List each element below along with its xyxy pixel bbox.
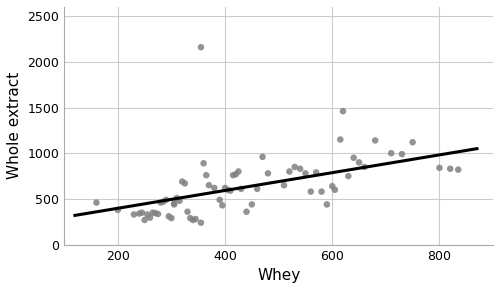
Point <box>184 209 192 214</box>
Point <box>210 186 218 190</box>
Point <box>290 165 298 169</box>
Point <box>218 203 226 208</box>
Point <box>286 169 294 174</box>
Point <box>328 184 336 189</box>
Point <box>138 210 146 215</box>
Point <box>229 173 237 177</box>
Point <box>350 155 358 160</box>
Point <box>197 220 205 225</box>
Point <box>186 216 194 220</box>
Point <box>360 165 368 169</box>
Point <box>242 209 250 214</box>
Point <box>114 208 122 212</box>
Point <box>398 152 406 156</box>
Point <box>312 170 320 175</box>
Point <box>154 212 162 216</box>
X-axis label: Whey: Whey <box>257 268 300 283</box>
Point <box>189 218 197 222</box>
Point <box>156 200 164 205</box>
Point <box>336 137 344 142</box>
Point <box>232 172 240 177</box>
Y-axis label: Whole extract: Whole extract <box>7 72 22 180</box>
Point <box>176 198 184 203</box>
Point <box>323 202 331 207</box>
Point <box>253 186 261 191</box>
Point <box>224 187 232 192</box>
Point <box>436 166 444 170</box>
Point <box>140 218 148 222</box>
Point <box>144 212 152 217</box>
Point <box>302 171 310 176</box>
Point <box>408 140 416 145</box>
Point <box>168 216 175 220</box>
Point <box>148 210 156 215</box>
Point <box>355 160 363 165</box>
Point <box>205 183 213 188</box>
Point <box>331 187 339 192</box>
Point <box>181 181 189 186</box>
Point <box>92 200 100 205</box>
Point <box>264 171 272 176</box>
Point <box>170 201 178 206</box>
Point <box>202 173 210 177</box>
Point <box>192 217 200 221</box>
Point <box>344 174 352 178</box>
Point <box>248 202 256 207</box>
Point <box>446 166 454 171</box>
Point <box>130 212 138 217</box>
Point <box>216 197 224 202</box>
Point <box>170 202 178 207</box>
Point <box>387 151 395 155</box>
Point <box>173 196 181 200</box>
Point <box>318 189 326 194</box>
Point <box>454 167 462 172</box>
Point <box>162 197 170 202</box>
Point <box>226 188 234 193</box>
Point <box>258 155 266 159</box>
Point <box>296 166 304 171</box>
Point <box>280 183 288 188</box>
Point <box>221 186 229 190</box>
Point <box>160 199 168 204</box>
Point <box>200 161 207 166</box>
Point <box>152 211 160 215</box>
Point <box>178 179 186 184</box>
Point <box>371 138 379 143</box>
Point <box>197 45 205 50</box>
Point <box>339 109 347 113</box>
Point <box>136 211 143 216</box>
Point <box>146 215 154 220</box>
Point <box>307 189 315 194</box>
Point <box>234 169 242 174</box>
Point <box>165 214 173 219</box>
Point <box>237 186 245 191</box>
